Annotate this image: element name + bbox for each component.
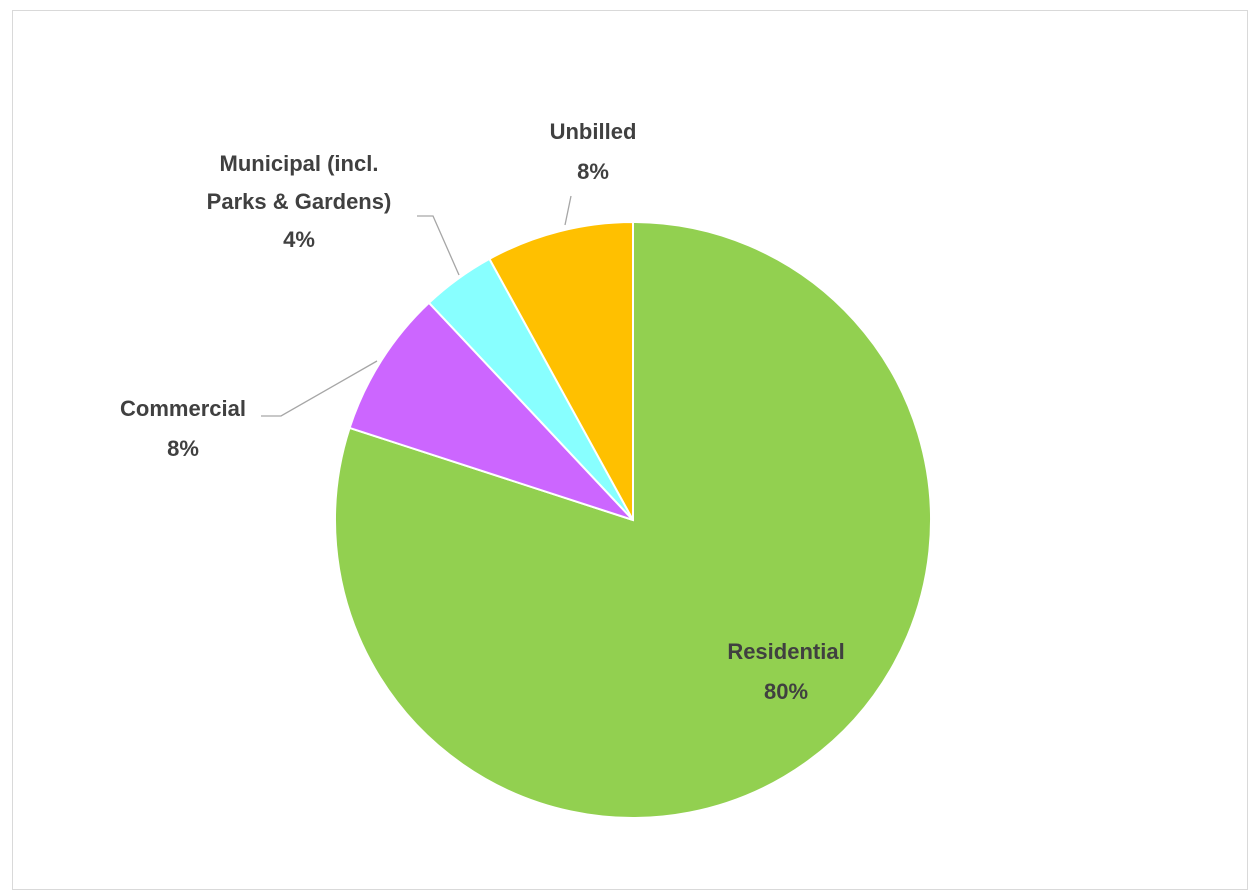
data-label-line: Parks & Gardens) [207,189,392,214]
pie-chart: Residential 80% Commercial 8% Municipal (inc… [120,119,932,819]
data-labels: Residential 80% Commercial 8% Municipal (inc… [120,119,845,704]
data-label-line: 4% [283,227,315,252]
data-label-unbilled: Unbilled 8% [550,119,637,184]
data-label-line: 8% [577,159,609,184]
leader-line-municipal-incl-parks-gardens [417,215,460,276]
data-label-residential: Residential 80% [727,639,844,704]
leader-line-unbilled [564,195,572,226]
pie-slice-commercial [348,301,634,521]
chart-frame: Residential 80% Commercial 8% Municipal (inc… [12,10,1248,890]
data-label-line: 8% [167,436,199,461]
data-label-line: Municipal (incl. [220,151,379,176]
pie-slices [334,220,932,819]
data-label-line: 80% [764,679,808,704]
data-label-line: Residential [727,639,844,664]
leader-lines [261,195,572,417]
pie-slice-unbilled [488,220,634,521]
data-label-commercial: Commercial 8% [120,396,246,461]
data-label-municipal-incl-parks-gardens: Municipal (incl. Parks & Gardens) 4% [207,151,392,252]
leader-line-commercial [261,360,378,417]
data-label-line: Unbilled [550,119,637,144]
data-label-line: Commercial [120,396,246,421]
